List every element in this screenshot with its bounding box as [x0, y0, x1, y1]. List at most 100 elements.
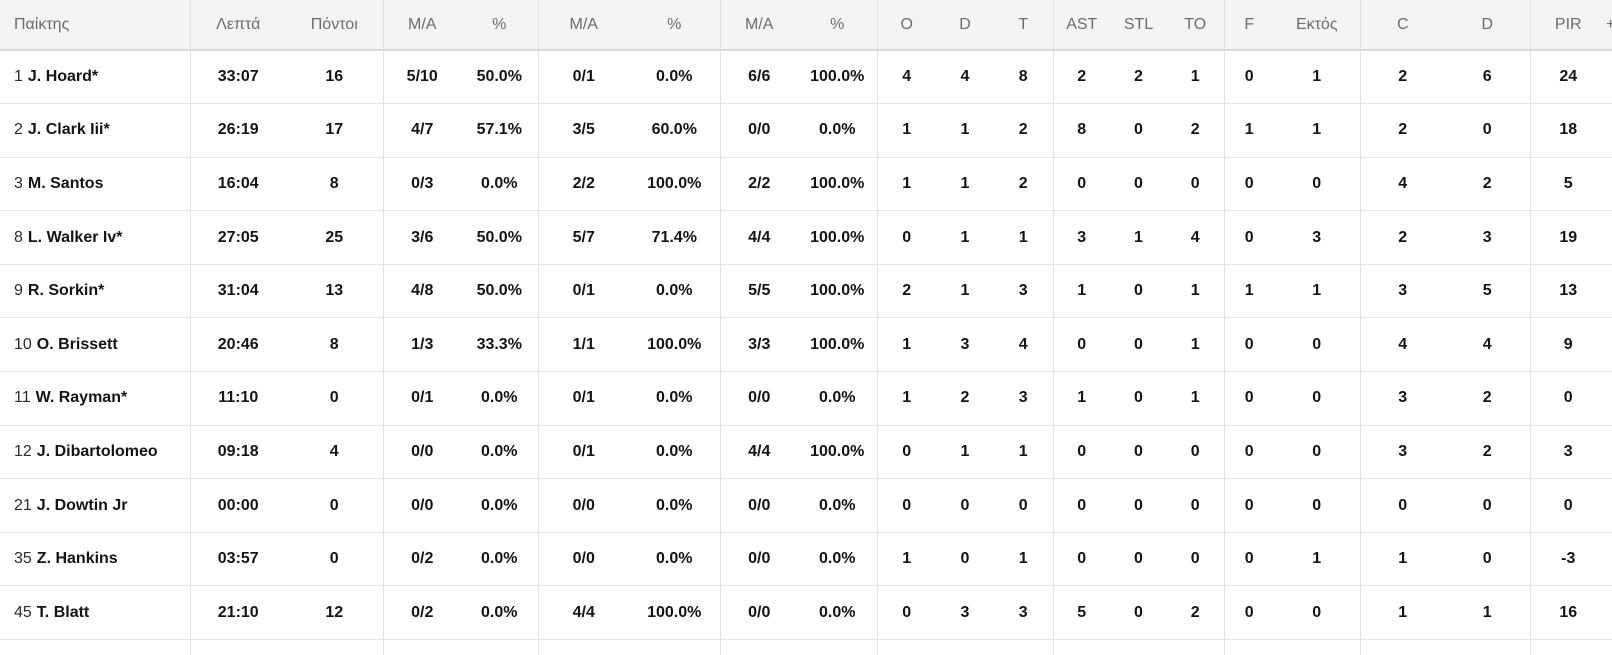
cell-d: 5 — [1445, 264, 1531, 319]
cell-steals: 0 — [1110, 157, 1167, 212]
header-3pt-percent: % — [629, 0, 721, 51]
cell-minutes: 26:19 — [190, 103, 286, 158]
cell-2pt-made-attempted: 5/10 — [383, 50, 461, 105]
cell-player: 11 W. Rayman* — [0, 371, 191, 426]
table-row[interactable]: 2 J. Clark Iii* 26:19 17 4/7 57.1% 3/5 60.0% 0/0… — [0, 103, 1612, 158]
cell-c: 1 — [1360, 532, 1445, 587]
filler-cell — [383, 639, 461, 655]
cell-ft-percent: 100.0% — [798, 157, 878, 212]
cell-points: 0 — [286, 478, 384, 533]
cell-points: 12 — [286, 585, 384, 641]
filler-cell — [1606, 639, 1612, 655]
cell-fouls-drawn: 0 — [1274, 317, 1361, 373]
cell-fouls: 0 — [1224, 317, 1274, 373]
cell-3pt-made-attempted: 2/2 — [538, 157, 629, 212]
cell-assists: 0 — [1053, 317, 1110, 373]
cell-rebounds-defensive: 3 — [936, 585, 994, 641]
cell-3pt-percent: 0.0% — [629, 478, 721, 533]
table-row[interactable]: 35 Z. Hankins 03:57 0 0/2 0.0% 0/0 0.0% 0/0 0.0% 1… — [0, 532, 1612, 587]
cell-turnovers: 0 — [1167, 425, 1225, 480]
cell-next-column-clipped — [1606, 478, 1612, 533]
header-row: Παίκτης Λεπτά Πόντοι M/A % M/A % M/A % O… — [0, 0, 1612, 51]
player-name-link[interactable]: M. Santos — [27, 174, 104, 192]
jersey-number: 21 — [14, 496, 32, 514]
header-rebounds-total: T — [994, 0, 1054, 51]
cell-ft-percent: 100.0% — [798, 264, 878, 319]
cell-2pt-made-attempted: 0/0 — [383, 425, 461, 480]
player-name-link[interactable]: J. Dowtin Jr — [36, 496, 128, 514]
player-name-link[interactable]: W. Rayman* — [35, 389, 128, 407]
cell-fouls-drawn: 1 — [1274, 264, 1361, 319]
player-name-link[interactable]: J. Dibartolomeo — [36, 442, 158, 460]
cell-fouls: 0 — [1224, 585, 1274, 641]
player-name-link[interactable]: T. Blatt — [36, 603, 90, 621]
cell-d: 4 — [1445, 317, 1531, 373]
header-ft-made-attempted: M/A — [720, 0, 798, 51]
player-name-link[interactable]: J. Hoard* — [27, 68, 99, 86]
cell-minutes: 03:57 — [190, 532, 286, 587]
cell-points: 16 — [286, 50, 384, 105]
cell-points: 17 — [286, 103, 384, 158]
table-row[interactable]: 12 J. Dibartolomeo 09:18 4 0/0 0.0% 0/1 0.0% 4/4… — [0, 425, 1612, 480]
header-2pt-made-attempted: M/A — [383, 0, 461, 51]
cell-points: 8 — [286, 317, 384, 373]
cell-2pt-made-attempted: 1/3 — [383, 317, 461, 373]
filler-cell — [994, 639, 1054, 655]
filler-cell — [190, 639, 286, 655]
player-name-link[interactable]: L. Walker Iv* — [27, 228, 123, 246]
cell-minutes: 09:18 — [190, 425, 286, 480]
cell-ft-made-attempted: 4/4 — [720, 425, 798, 480]
player-name-link[interactable]: R. Sorkin* — [27, 282, 105, 300]
cell-2pt-made-attempted: 0/3 — [383, 157, 461, 212]
cell-assists: 8 — [1053, 103, 1110, 158]
cell-turnovers: 1 — [1167, 371, 1225, 426]
cell-ft-made-attempted: 0/0 — [720, 532, 798, 587]
table-row[interactable]: 10 O. Brissett 20:46 8 1/3 33.3% 1/1 100.0% 3/3 1… — [0, 317, 1612, 373]
filler-cell — [538, 639, 629, 655]
table-row[interactable]: 21 J. Dowtin Jr 00:00 0 0/0 0.0% 0/0 0.0% 0/0 0.0… — [0, 478, 1612, 533]
cell-fouls: 0 — [1224, 532, 1274, 587]
cell-d: 2 — [1445, 157, 1531, 212]
cell-fouls-drawn: 1 — [1274, 532, 1361, 587]
cell-turnovers: 1 — [1167, 50, 1225, 105]
filler-cell — [1053, 639, 1110, 655]
cell-d: 2 — [1445, 425, 1531, 480]
cell-rebounds-defensive: 1 — [936, 425, 994, 480]
cell-steals: 0 — [1110, 264, 1167, 319]
cell-ft-made-attempted: 0/0 — [720, 371, 798, 426]
cell-pir: 5 — [1530, 157, 1606, 212]
cell-player: 8 L. Walker Iv* — [0, 210, 191, 265]
cell-d: 0 — [1445, 478, 1531, 533]
cell-steals: 1 — [1110, 210, 1167, 265]
cell-next-column-clipped — [1606, 264, 1612, 319]
table-row[interactable]: 45 T. Blatt 21:10 12 0/2 0.0% 4/4 100.0% 0/0 0.0%… — [0, 585, 1612, 641]
cell-turnovers: 1 — [1167, 317, 1225, 373]
cell-player: 9 R. Sorkin* — [0, 264, 191, 319]
table-row[interactable]: 11 W. Rayman* 11:10 0 0/1 0.0% 0/1 0.0% 0/0 0.0% 1… — [0, 371, 1612, 426]
cell-ft-percent: 0.0% — [798, 478, 878, 533]
player-name-link[interactable]: O. Brissett — [36, 335, 118, 353]
cell-2pt-percent: 0.0% — [461, 585, 539, 641]
player-name-link[interactable]: J. Clark Iii* — [27, 121, 110, 139]
table-row[interactable]: 3 M. Santos 16:04 8 0/3 0.0% 2/2 100.0% 2/2 100.0… — [0, 157, 1612, 212]
cell-d: 0 — [1445, 103, 1531, 158]
cell-rebounds-total: 1 — [994, 532, 1054, 587]
cell-player: 1 J. Hoard* — [0, 50, 191, 105]
filler-cell — [936, 639, 994, 655]
table-row[interactable]: 1 J. Hoard* 33:07 16 5/10 50.0% 0/1 0.0% 6/6 100.… — [0, 50, 1612, 105]
player-name-link[interactable]: Z. Hankins — [36, 550, 118, 568]
cell-2pt-percent: 0.0% — [461, 532, 539, 587]
cell-2pt-made-attempted: 0/2 — [383, 532, 461, 587]
cell-pir: 9 — [1530, 317, 1606, 373]
cell-3pt-percent: 100.0% — [629, 585, 721, 641]
filler-cell — [629, 639, 721, 655]
cell-rebounds-total: 2 — [994, 157, 1054, 212]
table-row[interactable]: 9 R. Sorkin* 31:04 13 4/8 50.0% 0/1 0.0% 5/5 100.… — [0, 264, 1612, 319]
cell-rebounds-total: 0 — [994, 478, 1054, 533]
cell-rebounds-defensive: 0 — [936, 478, 994, 533]
cell-2pt-made-attempted: 0/1 — [383, 371, 461, 426]
cell-points: 25 — [286, 210, 384, 265]
table-row[interactable]: 8 L. Walker Iv* 27:05 25 3/6 50.0% 5/7 71.4% 4/4… — [0, 210, 1612, 265]
cell-next-column-clipped — [1606, 585, 1612, 641]
